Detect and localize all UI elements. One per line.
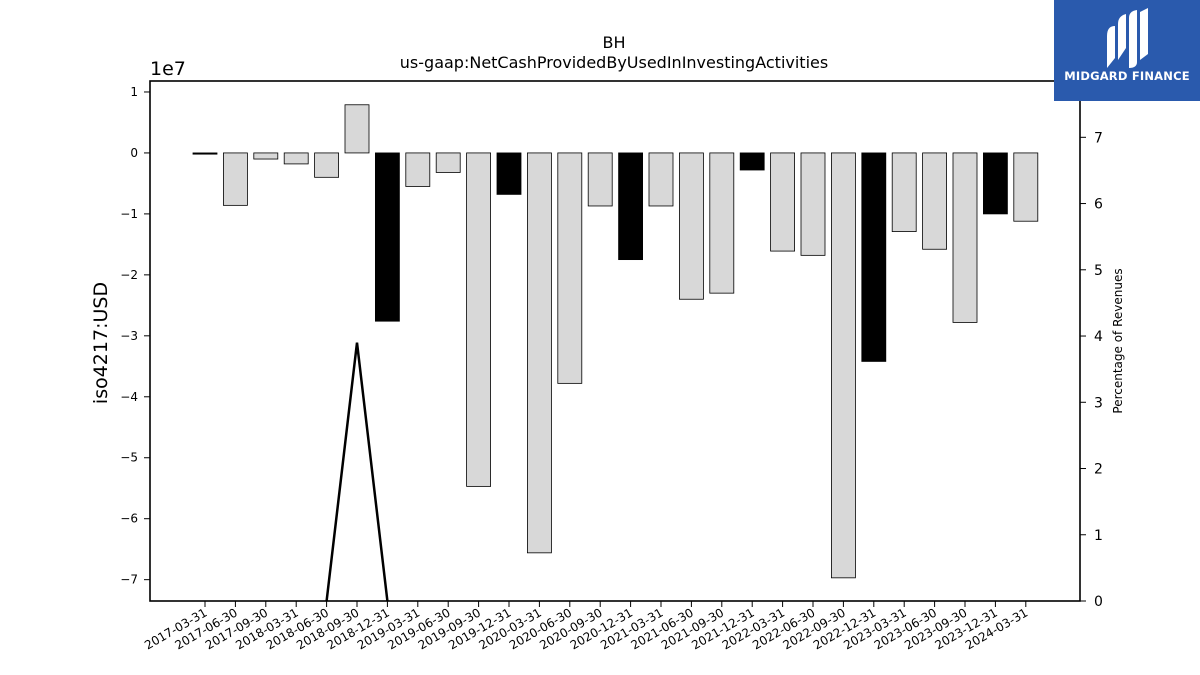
y-tick-label: −5 xyxy=(120,451,138,465)
bar xyxy=(435,152,461,173)
bar xyxy=(983,152,1008,215)
logo-mark-icon xyxy=(1107,8,1148,68)
bar xyxy=(405,152,431,187)
bar xyxy=(831,152,856,579)
bar xyxy=(496,152,522,195)
y2-axis-label: Percentage of Revenues xyxy=(1111,268,1125,413)
bar xyxy=(679,152,704,300)
y2-tick-label: 4 xyxy=(1094,329,1103,345)
percentage-line xyxy=(325,342,389,601)
plot-frame xyxy=(149,80,1081,602)
bar xyxy=(861,152,887,362)
y-axis-label: iso4217:USD xyxy=(90,282,112,404)
y-tick-label: −2 xyxy=(120,268,138,282)
bar xyxy=(648,152,674,207)
bar xyxy=(466,152,492,487)
y2-tick-label: 6 xyxy=(1094,197,1103,213)
bar xyxy=(770,152,795,252)
bar xyxy=(557,152,583,384)
y-offset-label: 1e7 xyxy=(150,58,186,80)
y-tick-label: 1 xyxy=(130,85,138,99)
bar xyxy=(344,104,370,154)
bar xyxy=(527,152,552,554)
bar xyxy=(891,152,917,232)
y-tick-label: −4 xyxy=(120,390,138,404)
chart-subtitle: us-gaap:NetCashProvidedByUsedInInvesting… xyxy=(400,53,828,72)
bar xyxy=(222,152,248,206)
y-tick-label: 0 xyxy=(130,146,138,160)
y2-tick-label: 3 xyxy=(1094,395,1103,411)
y2-tick-label: 2 xyxy=(1094,462,1103,478)
bar xyxy=(1013,152,1039,222)
bar xyxy=(739,152,765,171)
bar xyxy=(314,152,340,178)
y-tick-label: −7 xyxy=(120,573,138,587)
bars-layer xyxy=(192,104,1039,579)
y2-tick-label: 0 xyxy=(1094,594,1103,610)
logo: MIDGARD FINANCE xyxy=(1054,0,1200,101)
y-tick-label: −1 xyxy=(120,207,138,221)
bar xyxy=(374,152,400,322)
y-tick-label: −3 xyxy=(120,329,138,343)
bar xyxy=(800,152,826,256)
bar xyxy=(709,152,735,294)
bar xyxy=(192,152,218,155)
y-tick-label: −6 xyxy=(120,512,138,526)
bar xyxy=(952,152,978,323)
logo-text: MIDGARD FINANCE xyxy=(1064,69,1190,83)
line-layer xyxy=(325,342,389,601)
bar xyxy=(618,152,643,261)
bar xyxy=(587,152,613,207)
chart-title: BH xyxy=(602,33,625,52)
y2-tick-label: 5 xyxy=(1094,263,1103,279)
y2-tick-label: 1 xyxy=(1094,528,1103,544)
y2-tick-label: 7 xyxy=(1094,130,1103,146)
bar xyxy=(253,152,279,160)
bar xyxy=(922,152,947,250)
bar xyxy=(283,152,309,165)
